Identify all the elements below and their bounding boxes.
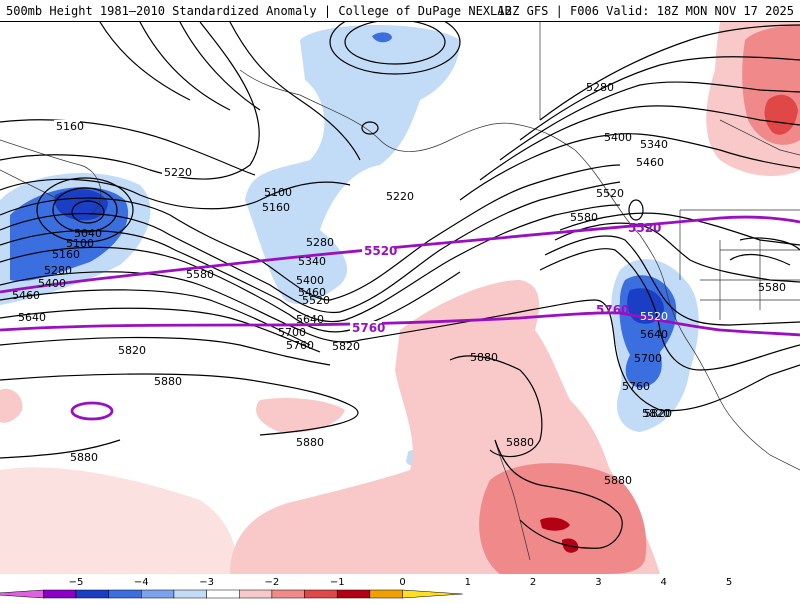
colorbar-tick-label: 2 — [530, 577, 536, 588]
colorbar-tick-label: −4 — [134, 577, 149, 588]
contour-label: 5580 — [186, 268, 214, 281]
colorbar-swatches — [0, 589, 463, 599]
colorbar-swatch — [206, 589, 240, 599]
contour-label: 5520 — [640, 310, 668, 323]
contour-label: 5460 — [636, 156, 664, 169]
contour-label: 5700 — [634, 352, 662, 365]
contour-label: 5520 — [596, 187, 624, 200]
colorbar-tick-labels: −5 −4 −3 −2 −1 0 1 2 3 4 5 — [69, 577, 733, 588]
contour-label: 5460 — [12, 289, 40, 302]
colorbar-tick-label: −1 — [330, 577, 345, 588]
contour-label: 5100 — [66, 237, 94, 250]
colorbar-tick-label: 4 — [661, 577, 667, 588]
colorbar-tick-label: −3 — [199, 577, 214, 588]
colorbar-tick-label: 0 — [399, 577, 405, 588]
colorbar-swatch — [369, 589, 403, 599]
highlight-contours — [0, 215, 800, 421]
colorbar-tick-label: 5 — [726, 577, 732, 588]
negative-anomaly-fills — [0, 25, 699, 466]
contour-label: 5040 — [74, 227, 102, 240]
contour-label: 5640 — [18, 311, 46, 324]
colorbar-swatch — [239, 589, 273, 599]
contour-label: 5520 — [302, 294, 330, 307]
contour-label: 5160 — [56, 120, 84, 133]
colorbar-swatch — [0, 589, 44, 599]
highlight-label-5760-east: 5760 — [596, 303, 629, 317]
header-title: 500mb Height 1981–2010 Standardized Anom… — [6, 4, 512, 18]
contour-label: 5880 — [506, 436, 534, 449]
anomaly-map: 5160 5220 5040 5100 5160 5280 5400 5460 … — [0, 22, 800, 574]
colorbar-tick-label: −2 — [265, 577, 280, 588]
contour-label: 5640 — [640, 328, 668, 341]
colorbar-swatch — [402, 589, 463, 599]
contour-labels: 5160 5220 5040 5100 5160 5280 5400 5460 … — [12, 81, 786, 487]
contour-label: 5880 — [154, 375, 182, 388]
contour-label: 5640 — [296, 313, 324, 326]
contour-label: 5280 — [306, 236, 334, 249]
highlight-label-5520-east: 5520 — [628, 221, 661, 235]
contour-label: 5880 — [296, 436, 324, 449]
coastlines — [0, 22, 800, 561]
colorbar-swatch — [75, 589, 109, 599]
header-bar: 500mb Height 1981–2010 Standardized Anom… — [0, 0, 800, 22]
height-contours — [0, 22, 800, 549]
contour-label: 5160 — [262, 201, 290, 214]
contour-label: 5580 — [570, 211, 598, 224]
colorbar-swatch — [173, 589, 207, 599]
contour-label: 5460 — [298, 286, 326, 299]
colorbar-tick-label: 1 — [465, 577, 471, 588]
contour-label: 5880 — [470, 351, 498, 364]
contour-label: 5820 — [642, 407, 670, 420]
contour-label: 5760 — [286, 339, 314, 352]
contour-label: 5340 — [640, 138, 668, 151]
contour-label: 5700 — [278, 326, 306, 339]
colorbar-swatch — [43, 589, 77, 599]
contour-label: 5400 — [38, 277, 66, 290]
contour-label: 5820 — [118, 344, 146, 357]
contour-label: 5760 — [622, 380, 650, 393]
contour-label: 5880 — [604, 474, 632, 487]
contour-label: 5100 — [264, 186, 292, 199]
contour-label: 5580 — [758, 281, 786, 294]
highlight-labels: 5520 5520 5760 5760 — [350, 221, 661, 335]
positive-anomaly-fills — [0, 22, 800, 574]
colorbar-swatch — [304, 589, 338, 599]
colorbar-tick-label: −5 — [69, 577, 84, 588]
contour-label: 5280 — [586, 81, 614, 94]
contour-label: 5400 — [296, 274, 324, 287]
colorbar-swatch — [141, 589, 175, 599]
contour-label: 5340 — [298, 255, 326, 268]
colorbar: −5 −4 −3 −2 −1 0 1 2 3 4 5 — [0, 574, 800, 600]
colorbar-swatch — [108, 589, 142, 599]
highlight-label-5520: 5520 — [364, 244, 397, 258]
contour-label: 5880 — [70, 451, 98, 464]
contour-label: 5820 — [332, 340, 360, 353]
contour-label: 5220 — [386, 190, 414, 203]
contour-label: 5820 — [644, 407, 672, 420]
highlight-label-5760: 5760 — [352, 321, 385, 335]
colorbar-tick-label: 3 — [595, 577, 601, 588]
colorbar-swatch — [336, 589, 371, 599]
header-valid-time: 12Z GFS | F006 Valid: 18Z MON NOV 17 202… — [497, 4, 794, 18]
contour-label: 5160 — [52, 248, 80, 261]
colorbar-swatch — [271, 589, 305, 599]
contour-label: 5220 — [164, 166, 192, 179]
contour-label: 5400 — [604, 131, 632, 144]
contour-label: 5280 — [44, 264, 72, 277]
